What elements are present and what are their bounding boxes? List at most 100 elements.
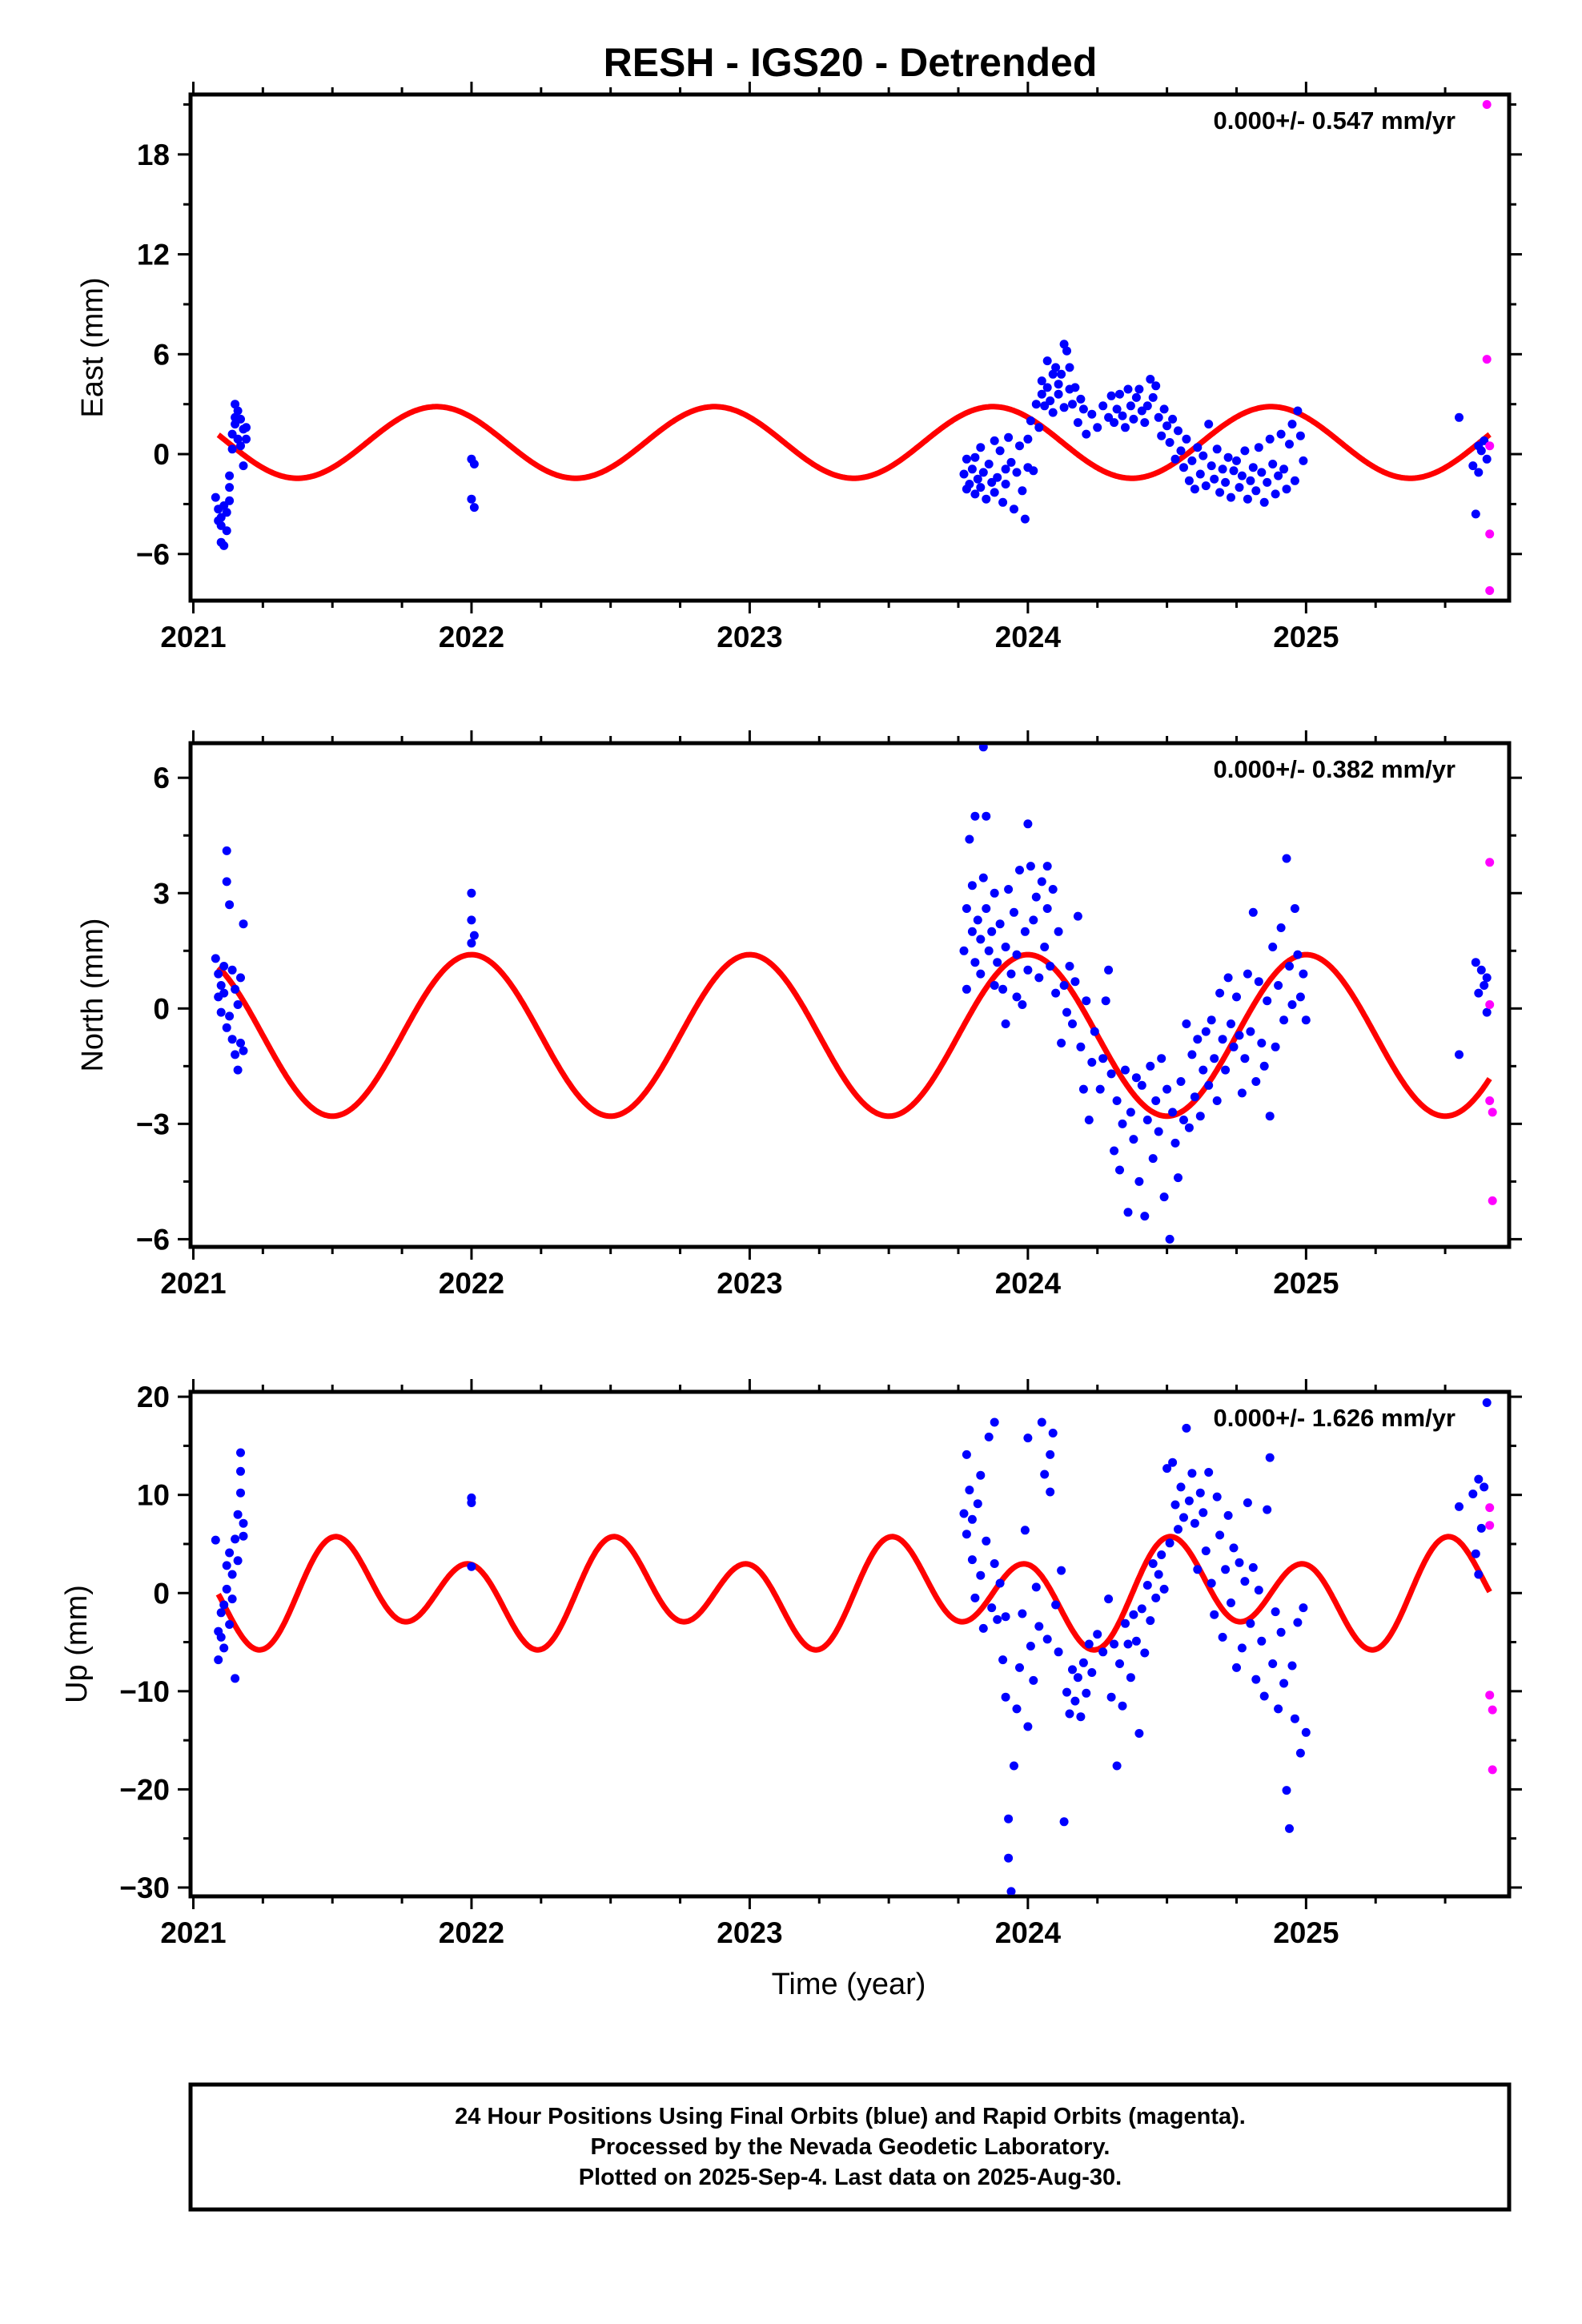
final-orbit-point [1023, 1433, 1033, 1443]
final-orbit-point [1232, 1663, 1241, 1672]
final-orbit-point [1212, 1492, 1222, 1502]
final-orbit-point [1201, 481, 1211, 491]
final-orbit-point [1257, 1039, 1267, 1047]
final-orbit-point [984, 946, 994, 955]
final-orbit-point [1121, 423, 1130, 432]
x-tick-label: 2023 [717, 1267, 782, 1300]
final-orbit-point [1062, 1007, 1071, 1017]
y-tick-label: 3 [153, 877, 170, 910]
final-orbit-point [1034, 973, 1044, 983]
final-orbit-point [469, 931, 479, 940]
final-orbit-point [1029, 915, 1038, 925]
final-orbit-point [222, 846, 231, 855]
final-orbit-point [1115, 1659, 1124, 1668]
final-orbit-point [233, 434, 243, 444]
final-orbit-point [1059, 340, 1069, 349]
y-tick-label: 18 [137, 139, 170, 171]
rate-annotation: 0.000+/- 0.382 mm/yr [1214, 755, 1456, 783]
final-orbit-point [231, 984, 240, 994]
final-orbit-point [1154, 1127, 1163, 1136]
final-orbit-point [1020, 514, 1030, 524]
final-orbit-point [970, 452, 980, 462]
rapid-orbit-point [1488, 1196, 1497, 1205]
final-orbit-point [1187, 456, 1197, 465]
final-orbit-point [1240, 1577, 1250, 1586]
final-orbit-point [1148, 392, 1158, 402]
final-orbit-point [1471, 1549, 1480, 1558]
final-orbit-point [1084, 1116, 1094, 1124]
rate-annotation: 0.000+/- 0.547 mm/yr [1214, 107, 1456, 135]
final-orbit-point [1259, 497, 1269, 507]
final-orbit-point [1263, 1505, 1272, 1514]
final-orbit-point [1073, 418, 1082, 428]
final-orbit-point [1082, 996, 1091, 1006]
final-orbit-point [990, 436, 999, 445]
final-orbit-point [1221, 477, 1231, 487]
final-orbit-point [1148, 1154, 1158, 1164]
final-orbit-point [1118, 411, 1127, 420]
final-orbit-point [1193, 1565, 1203, 1574]
final-orbit-point [1106, 1069, 1116, 1079]
final-orbit-point [1254, 443, 1263, 452]
final-orbit-point [1042, 862, 1052, 871]
final-orbit-point [1001, 943, 1010, 951]
final-orbit-point [993, 472, 1002, 482]
final-orbit-point [984, 1432, 994, 1441]
rapid-orbit-point [1482, 355, 1492, 364]
final-orbit-point [970, 811, 980, 821]
final-orbit-point [227, 1594, 237, 1604]
final-orbit-point [1476, 1523, 1486, 1533]
final-orbit-point [995, 919, 1005, 929]
final-orbit-point [1015, 866, 1024, 875]
final-orbit-point [1248, 907, 1258, 917]
final-orbit-point [978, 873, 988, 883]
final-orbit-point [1199, 451, 1208, 460]
final-orbit-point [236, 1488, 245, 1498]
final-orbit-point [1162, 1084, 1172, 1094]
final-orbit-point [1237, 471, 1247, 480]
final-orbit-point [967, 927, 977, 936]
final-orbit-point [1243, 1498, 1252, 1507]
final-orbit-point [1299, 969, 1308, 979]
final-orbit-point [1227, 493, 1235, 502]
final-orbit-point [1054, 389, 1063, 399]
final-orbit-point [222, 526, 231, 536]
final-orbit-point [973, 915, 982, 925]
final-orbit-point [1229, 466, 1239, 476]
final-orbit-point [467, 939, 476, 948]
final-orbit-point [990, 981, 999, 990]
final-orbit-point [1026, 862, 1035, 871]
final-orbit-point [1031, 1582, 1041, 1592]
final-orbit-point [1112, 1761, 1122, 1771]
final-orbit-point [1037, 376, 1046, 386]
final-orbit-point [1059, 1817, 1069, 1827]
final-orbit-point [976, 1570, 986, 1580]
plot-area [211, 1398, 1497, 1895]
final-orbit-point [982, 811, 991, 821]
final-orbit-point [1046, 1487, 1055, 1497]
final-orbit-point [962, 904, 971, 913]
final-orbit-point [1237, 1643, 1247, 1653]
final-orbit-point [1285, 440, 1294, 449]
final-orbit-point [973, 474, 982, 484]
final-orbit-point [1001, 1612, 1010, 1622]
final-orbit-point [1140, 1212, 1150, 1221]
final-orbit-point [1207, 461, 1216, 471]
final-orbit-point [211, 1535, 220, 1545]
final-orbit-point [216, 1007, 226, 1017]
final-orbit-point [231, 400, 240, 409]
final-orbit-point [1235, 1031, 1244, 1040]
final-orbit-point [1112, 1096, 1122, 1105]
final-orbit-point [1131, 1636, 1141, 1646]
final-orbit-point [1471, 958, 1480, 967]
final-orbit-point [1095, 1084, 1105, 1094]
final-orbit-point [236, 414, 245, 424]
final-orbit-point [1010, 1761, 1018, 1771]
final-orbit-point [1295, 992, 1305, 1002]
final-orbit-point [222, 508, 231, 517]
seasonal-model-curve [216, 404, 1492, 481]
final-orbit-point [1184, 1496, 1194, 1506]
final-orbit-point [219, 962, 229, 971]
final-orbit-point [1265, 1453, 1275, 1462]
